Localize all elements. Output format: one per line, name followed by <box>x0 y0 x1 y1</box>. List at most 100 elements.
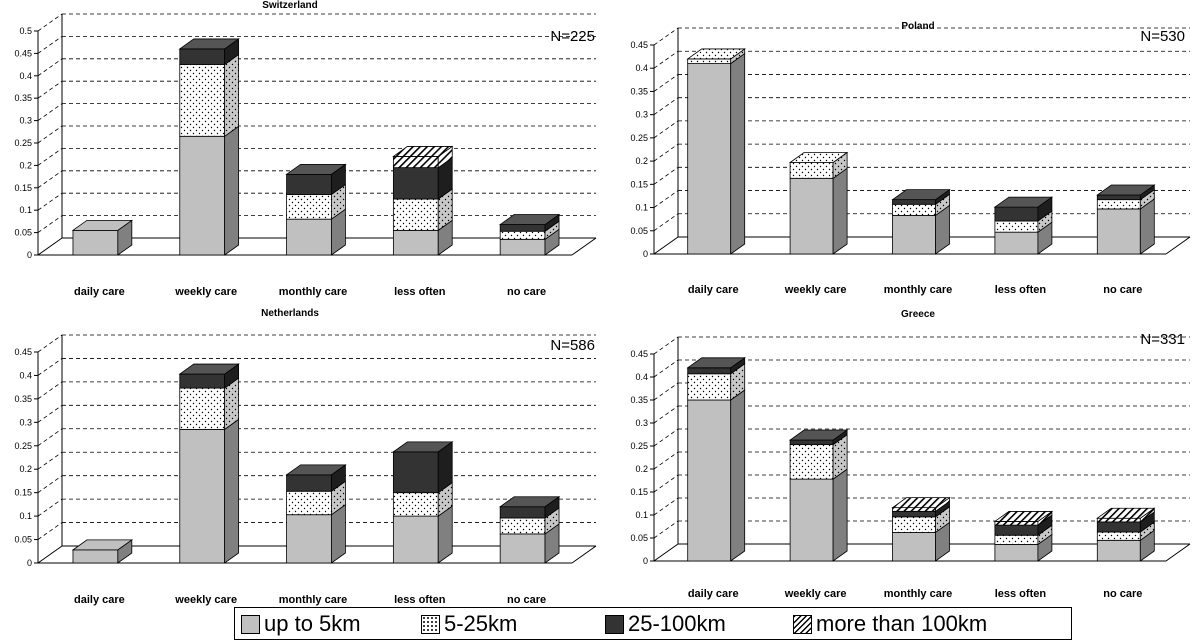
floor-left-edge <box>37 237 63 256</box>
legend-label: 5-25km <box>444 611 518 636</box>
gridline-diagonal <box>653 190 679 208</box>
bar-segment-more-than-100km <box>392 156 439 169</box>
y-tick-label: 0.4 <box>635 372 648 382</box>
y-tick-label: 0 <box>643 249 648 259</box>
x-tick-label: monthly care <box>279 286 347 298</box>
bar-segment-5-25km <box>179 387 226 430</box>
gridline-diagonal <box>653 405 679 424</box>
x-tick-label: no care <box>507 594 546 606</box>
bar-segment-up-to-5km <box>499 238 546 256</box>
bar-side-up-to-5km <box>730 52 746 255</box>
bar-segment-up-to-5km <box>789 177 834 255</box>
legend-label: up to 5km <box>264 611 361 636</box>
y-tick-label: 0.25 <box>630 133 648 143</box>
bar-segment-5-25km <box>286 490 332 516</box>
legend-item-up-to-5km: up to 5km <box>241 610 361 638</box>
bar-segment-25-100km <box>286 173 332 195</box>
y-tick-label: 0.45 <box>14 48 32 58</box>
y-tick-label: 0.05 <box>630 533 648 543</box>
gridline-diagonal <box>37 192 63 211</box>
sample-size-label: N=586 <box>550 337 595 354</box>
bar-top <box>498 214 561 225</box>
y-tick-label: 0.25 <box>14 441 32 451</box>
x-tick-label: less often <box>995 284 1047 296</box>
bar-top <box>285 464 347 476</box>
bar-side-up-to-5km <box>730 389 746 562</box>
x-tick-label: weekly care <box>174 594 237 606</box>
bar-segment-25-100km <box>392 451 439 494</box>
bar-segment-25-100km <box>1096 194 1141 201</box>
y-tick-label: 0.1 <box>19 205 32 215</box>
legend-swatch-up-to-5km <box>241 614 260 634</box>
chart-legend: up to 5km 5-25km 25-100km more than 100k… <box>234 607 1072 640</box>
y-tick-label: 0 <box>27 250 32 260</box>
bar-less-often <box>392 145 454 256</box>
y-tick-label: 0.4 <box>635 63 648 73</box>
y-tick-label: 0.35 <box>630 395 648 405</box>
legend-item-5-25km: 5-25km <box>421 610 517 638</box>
y-tick-label: 0.2 <box>19 464 32 474</box>
bar-top <box>891 189 951 201</box>
y-tick-label: 0.1 <box>635 510 648 520</box>
bar-segment-up-to-5km <box>1096 539 1141 562</box>
bar-top <box>686 48 746 60</box>
bar-segment-25-100km <box>1096 521 1141 533</box>
bar-segment-up-to-5km <box>392 515 439 564</box>
bar-segment-up-to-5km <box>286 514 332 564</box>
legend-swatch-5-25km <box>421 614 440 634</box>
chart-panel-poland: 0 0.05 0.1 0.15 0.2 0.25 0.3 0.35 0.4 0.45 daily c… <box>630 21 1191 296</box>
gridline-diagonal <box>37 522 63 540</box>
y-tick-label: 0.35 <box>14 394 32 404</box>
bar-segment-25-100km <box>499 506 546 519</box>
floor-right-edge <box>571 545 597 564</box>
y-tick-label: 0 <box>27 558 32 568</box>
gridline-diagonal <box>653 474 679 493</box>
bar-segment-5-25km <box>392 492 439 517</box>
x-tick-label: daily care <box>74 286 125 298</box>
bar-segment-5-25km <box>687 373 732 401</box>
bar-segment-up-to-5km <box>392 229 439 256</box>
bar-segment-25-100km <box>392 167 439 200</box>
bar-segment-25-100km <box>892 199 936 205</box>
gridline-diagonal <box>37 36 63 54</box>
gridline-diagonal <box>653 382 679 401</box>
gridline-diagonal <box>653 50 679 69</box>
bar-side-5-25km <box>224 53 240 138</box>
y-tick-label: 0.15 <box>630 487 648 497</box>
chart-title: Greece <box>901 309 935 320</box>
y-tick-label: 0.05 <box>14 535 32 545</box>
sample-size-label: N=530 <box>1140 28 1185 45</box>
x-tick-label: daily care <box>688 284 739 296</box>
floor-left-edge <box>653 236 679 255</box>
y-tick-label: 0.3 <box>19 417 32 427</box>
gridline-diagonal <box>37 405 63 423</box>
floor-left-edge <box>653 543 679 562</box>
bar-segment-5-25km <box>286 194 332 220</box>
x-tick-label: no care <box>507 286 546 298</box>
y-tick-label: 0.15 <box>630 179 648 189</box>
y-tick-label: 0.45 <box>630 349 648 359</box>
bar-daily-care <box>686 48 746 255</box>
y-tick-label: 0.25 <box>14 138 32 148</box>
bar-segment-5-25km <box>789 444 834 480</box>
bar-top <box>993 196 1054 208</box>
y-tick-label: 0 <box>643 556 648 566</box>
bar-side-up-to-5km <box>832 468 848 562</box>
x-tick-label: less often <box>394 594 446 606</box>
bar-side-up-to-5km <box>224 125 240 256</box>
bar-segment-5-25km <box>994 220 1039 233</box>
floor-right-edge <box>1165 543 1191 562</box>
y-tick-label: 0.35 <box>630 86 648 96</box>
y-tick-label: 0.2 <box>635 156 648 166</box>
bar-top <box>993 511 1054 522</box>
gridline-diagonal <box>653 428 679 447</box>
bar-segment-5-25km <box>499 517 546 535</box>
gridline-diagonal <box>37 334 63 353</box>
bar-segment-25-100km <box>789 439 834 446</box>
bar-top <box>498 496 561 508</box>
legend-item-25-100km: 25-100km <box>605 610 726 638</box>
bar-segment-up-to-5km <box>286 218 332 256</box>
chart-panel-greece: 0 0.05 0.1 0.15 0.2 0.25 0.3 0.35 0.4 0.45 daily c… <box>630 309 1191 600</box>
bar-segment-5-25km <box>392 198 439 231</box>
